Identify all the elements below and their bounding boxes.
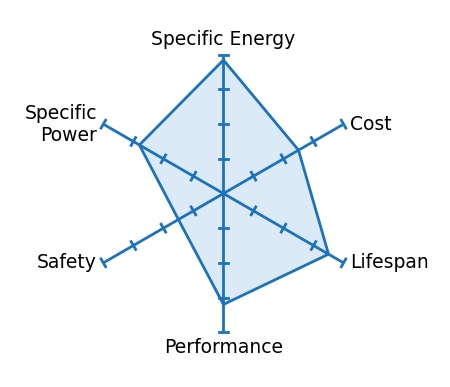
Text: Safety: Safety [37,253,97,272]
Text: Lifespan: Lifespan [350,253,428,272]
Text: Performance: Performance [164,339,283,358]
Text: Cost: Cost [350,115,392,134]
Text: Specific
Power: Specific Power [25,104,97,145]
Text: Specific Energy: Specific Energy [151,29,296,48]
Polygon shape [140,60,328,305]
